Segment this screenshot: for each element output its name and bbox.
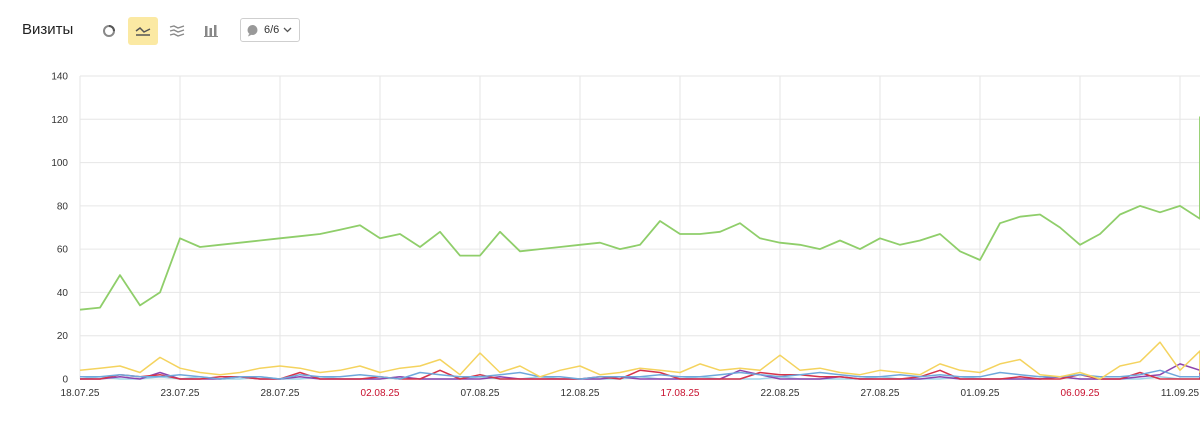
x-tick-label: 02.08.25 xyxy=(361,388,400,399)
series-line-1 xyxy=(79,341,1200,380)
series-line-0 xyxy=(79,116,1200,311)
line-chart-button[interactable] xyxy=(128,17,158,45)
x-tick-label: 27.08.25 xyxy=(861,388,900,399)
comment-icon xyxy=(247,24,258,36)
series-line-2 xyxy=(80,369,1200,380)
line-chart-icon xyxy=(135,27,151,36)
x-tick-label: 11.09.25 xyxy=(1161,388,1200,399)
x-tick-label: 22.08.25 xyxy=(761,388,800,399)
bar-chart-button[interactable] xyxy=(196,17,226,45)
y-tick-label: 100 xyxy=(51,158,68,169)
y-tick-label: 60 xyxy=(57,245,69,256)
segments-count: 6/6 xyxy=(264,24,280,36)
chart-title: Визиты xyxy=(22,21,74,38)
y-tick-label: 20 xyxy=(57,331,69,342)
x-tick-label: 28.07.25 xyxy=(261,388,300,399)
chevron-down-icon xyxy=(283,27,292,33)
series-line-3 xyxy=(80,369,1200,380)
x-tick-label: 07.08.25 xyxy=(461,388,500,399)
y-tick-label: 40 xyxy=(57,288,69,299)
x-tick-label: 18.07.25 xyxy=(61,388,100,399)
y-tick-label: 140 xyxy=(51,72,68,83)
line-chart: 0 20 40 60 80 100 120 140 18.07.25 23.07.25 28.07… xyxy=(51,72,1200,399)
chart-area: 0 20 40 60 80 100 120 140 18.07.25 23.07.25 28.07… xyxy=(0,62,1200,448)
pie-chart-button[interactable] xyxy=(94,17,124,45)
y-tick-label: 120 xyxy=(51,115,68,126)
area-chart-icon xyxy=(169,25,185,37)
y-tick-label: 80 xyxy=(57,201,69,212)
x-tick-label: 12.08.25 xyxy=(561,388,600,399)
area-chart-button[interactable] xyxy=(162,17,192,45)
chart-toolbar: Визиты 6/6 xyxy=(0,0,1200,62)
y-tick-label: 0 xyxy=(62,375,68,386)
x-tick-label: 17.08.25 xyxy=(661,388,700,399)
pie-chart-icon xyxy=(103,25,115,37)
x-tick-label: 23.07.25 xyxy=(161,388,200,399)
segments-dropdown[interactable]: 6/6 xyxy=(240,18,300,42)
x-tick-label: 01.09.25 xyxy=(961,388,1000,399)
bar-chart-icon xyxy=(204,25,218,37)
x-tick-label: 06.09.25 xyxy=(1061,388,1100,399)
